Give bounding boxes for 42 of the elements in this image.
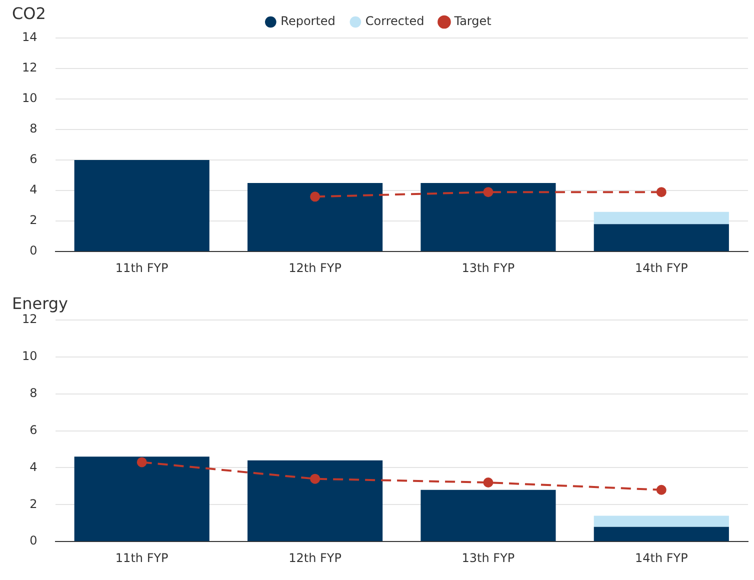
bar	[594, 516, 729, 527]
y-tick-label: 8	[30, 122, 38, 136]
point	[136, 457, 147, 468]
bar	[594, 526, 729, 542]
chart-title: CO2	[12, 4, 46, 23]
x-tick-label: 13th FYP	[462, 550, 515, 565]
bar	[248, 182, 383, 252]
legend-label: Target	[453, 14, 492, 28]
y-tick-label: 12	[22, 60, 38, 75]
y-tick-label: 4	[30, 182, 38, 197]
y-tick-label: 10	[22, 349, 38, 364]
point	[483, 478, 494, 488]
bar	[420, 182, 556, 252]
y-tick-label: 0	[30, 244, 38, 258]
bar	[74, 160, 210, 252]
x-tick-label: 14th FYP	[634, 550, 688, 565]
legend-label: Reported	[280, 14, 336, 28]
y-tick-label: 10	[22, 91, 38, 106]
x-tick-label: 14th FYP	[634, 260, 688, 275]
bar	[248, 460, 383, 542]
x-tick-label: 12th FYP	[288, 550, 342, 565]
y-tick-label: 6	[30, 152, 38, 166]
legend-label: Corrected	[365, 14, 424, 28]
bar	[420, 490, 556, 542]
y-tick-label: 6	[30, 422, 38, 437]
x-tick-label: 13th FYP	[462, 260, 515, 275]
bar	[594, 212, 729, 224]
y-tick-label: 4	[30, 460, 38, 474]
y-tick-label: 14	[22, 30, 38, 44]
bar	[74, 456, 210, 542]
x-tick-label: 11th FYP	[115, 550, 168, 565]
y-tick-label: 8	[30, 386, 38, 400]
bar	[594, 224, 729, 252]
chart-title: Energy	[12, 294, 68, 313]
point	[656, 484, 666, 495]
y-tick-label: 2	[30, 496, 38, 511]
y-tick-label: 12	[22, 312, 38, 326]
point	[310, 474, 320, 484]
x-tick-label: 12th FYP	[288, 260, 342, 275]
x-tick-label: 11th FYP	[115, 260, 168, 275]
y-tick-label: 2	[30, 213, 38, 228]
y-tick-label: 0	[30, 534, 38, 548]
